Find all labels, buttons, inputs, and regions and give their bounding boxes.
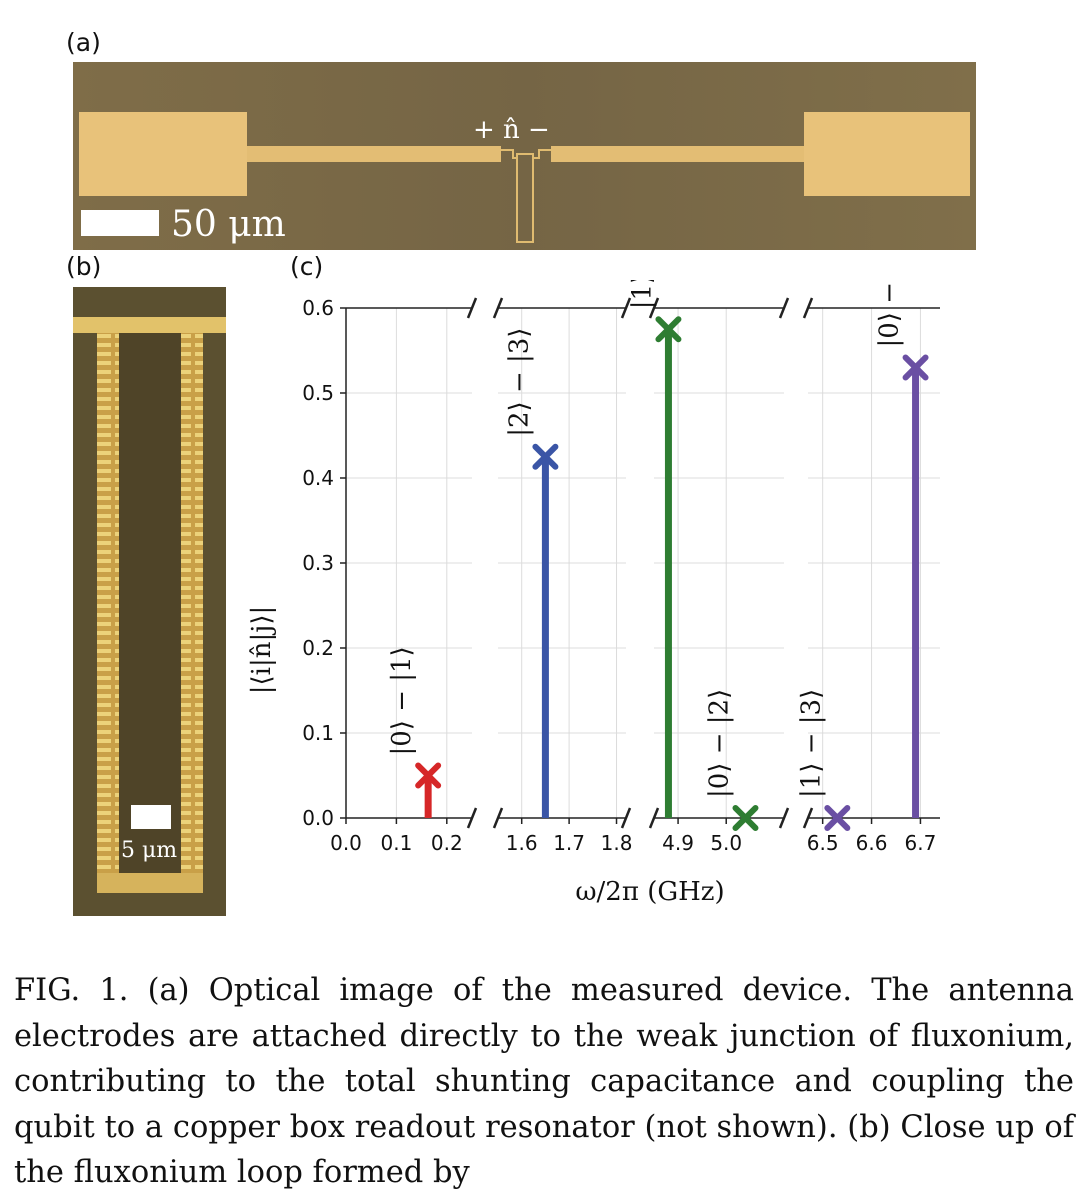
axis-break-mark [620, 807, 632, 829]
y-tick-label: 0.3 [302, 551, 334, 575]
axis-break-mark [466, 297, 478, 319]
matrix-element-chart: 0.0 0.1 0.2 0.3 0.4 0.5 0.6 0.0 0.1 0.2 1.6 1.7 1.8 4… [247, 280, 940, 907]
axis-break-mark [492, 297, 504, 319]
x-marker [532, 443, 559, 470]
axis-break-mark [620, 297, 632, 319]
x-tick-label: 4.9 [662, 831, 694, 855]
right-electrode-pad [804, 112, 970, 196]
y-axis-label: |⟨i|n̂|j⟩| [247, 606, 277, 694]
axis-break-mark [778, 297, 790, 319]
y-tick-label: 0.2 [302, 636, 334, 660]
junction-array-left [97, 333, 119, 893]
transition-label: |1⟩ − |3⟩ [796, 689, 826, 798]
x-tick-label: 6.7 [905, 831, 937, 855]
x-tick-label: 6.5 [807, 831, 839, 855]
junction-array-right [181, 333, 203, 893]
axis-break-mark [778, 807, 790, 829]
scale-bar [81, 210, 159, 236]
axis-break-mark [466, 807, 478, 829]
x-tick-label: 1.7 [553, 831, 585, 855]
x-tick-label: 0.0 [330, 831, 362, 855]
x-marker [415, 762, 442, 789]
caption-text: FIG. 1. (a) Optical image of the measure… [14, 973, 1074, 1190]
y-tick-label: 0.6 [302, 296, 334, 320]
left-lead [247, 146, 501, 162]
axis-break-mark [802, 807, 814, 829]
panel-label-b: (b) [66, 252, 102, 281]
x-tick-label: 0.2 [431, 831, 463, 855]
transition-label: |0⟩ − |3⟩ [875, 280, 905, 348]
axis-break-mark [648, 807, 660, 829]
left-electrode-pad [79, 112, 247, 196]
scale-bar-label: 50 μm [171, 204, 286, 245]
loop-closeup-image: 5 μm [73, 287, 226, 916]
x-tick-label: 6.6 [856, 831, 888, 855]
y-tick-label: 0.1 [302, 721, 334, 745]
y-tick-label: 0.5 [302, 381, 334, 405]
x-tick-label: 0.1 [380, 831, 412, 855]
device-optical-image: + n̂ − 50 μm [73, 62, 976, 250]
scale-bar-label: 5 μm [121, 838, 177, 863]
transition-label: |1⟩ − |2⟩ [627, 280, 657, 309]
x-marker [902, 354, 929, 381]
y-tick-label: 0.0 [302, 806, 334, 830]
panel-label-a: (a) [66, 28, 101, 57]
fluxonium-loop [516, 153, 534, 243]
panel-label-c: (c) [290, 252, 324, 281]
y-tick-label: 0.4 [302, 466, 334, 490]
x-marker [732, 805, 759, 831]
right-lead [551, 146, 804, 162]
axis-break-mark [648, 297, 660, 319]
x-tick-label: 1.6 [506, 831, 538, 855]
operator-label: + n̂ − [473, 115, 550, 145]
x-tick-label: 5.0 [710, 831, 742, 855]
transition-label: |2⟩ − |3⟩ [504, 328, 534, 437]
transition-label: |0⟩ − |1⟩ [387, 646, 417, 755]
x-axis-label: ω/2π (GHz) [575, 877, 724, 907]
axis-break-mark [492, 807, 504, 829]
x-tick-label: 1.8 [601, 831, 633, 855]
figure-caption: FIG. 1. (a) Optical image of the measure… [14, 968, 1074, 1196]
x-marker [824, 805, 851, 831]
axis-break-mark [802, 297, 814, 319]
scale-bar [131, 805, 171, 829]
transition-label: |0⟩ − |2⟩ [704, 689, 734, 798]
x-marker [655, 316, 682, 343]
